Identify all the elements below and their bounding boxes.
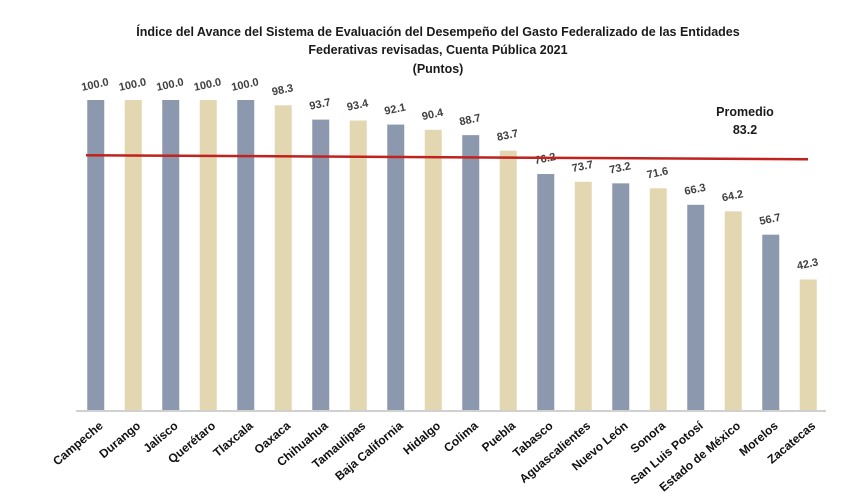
category-label: Hidalgo <box>400 419 443 458</box>
value-label: 98.3 <box>271 82 294 98</box>
bar-queretaro <box>199 100 217 411</box>
value-label: 100.0 <box>193 76 222 93</box>
value-label: 88.7 <box>458 112 481 128</box>
value-label: 66.3 <box>683 182 706 198</box>
bar-estado-de-mexico <box>724 211 742 411</box>
value-label: 71.6 <box>646 165 669 181</box>
value-labels-group: 100.0 100.0 100.0 100.0 100.0 98.3 93.7 93.4 92.… <box>80 76 819 272</box>
bar-colima <box>462 135 480 411</box>
value-label: 92.1 <box>383 102 406 118</box>
bar-puebla <box>499 150 517 411</box>
value-label: 76.2 <box>533 151 556 167</box>
bar-chihuahua <box>312 119 330 411</box>
bar-campeche <box>87 100 105 411</box>
value-label: 100.0 <box>230 76 259 93</box>
value-label: 93.4 <box>346 97 370 113</box>
bar-san-luis-potosi <box>687 204 705 411</box>
value-label: 100.0 <box>155 76 184 93</box>
bar-durango <box>124 100 142 411</box>
value-label: 93.7 <box>308 97 331 113</box>
average-value-label: 83.2 <box>733 123 757 137</box>
chart-title-line-1: Índice del Avance del Sistema de Evaluac… <box>136 24 739 39</box>
bar-baja-california <box>387 124 405 411</box>
value-label: 73.2 <box>608 160 631 176</box>
value-label: 73.7 <box>571 159 594 175</box>
chart-title-line-3: (Puntos) <box>413 62 464 76</box>
bar-tamaulipas <box>349 120 367 411</box>
bars-group <box>87 100 817 412</box>
value-label: 100.0 <box>118 76 147 93</box>
value-label: 64.2 <box>721 188 744 204</box>
category-label: Campeche <box>50 418 106 468</box>
value-label: 42.3 <box>796 256 819 272</box>
category-label: Baja California <box>332 418 406 483</box>
bar-tlaxcala <box>237 100 255 411</box>
category-label: Durango <box>96 419 143 461</box>
average-line <box>85 153 809 161</box>
bar-hidalgo <box>424 129 442 411</box>
category-label: Tlaxcala <box>210 418 256 459</box>
bar-zacatecas <box>799 279 817 411</box>
value-label: 100.0 <box>80 76 109 93</box>
category-labels-group: CampecheDurangoJaliscoQuerétaroTlaxcalaO… <box>50 418 818 494</box>
value-label: 83.7 <box>496 128 519 144</box>
bar-nuevo-leon <box>612 183 630 411</box>
bar-morelos <box>762 234 780 411</box>
bar-tabasco <box>537 174 555 411</box>
value-label: 56.7 <box>758 212 781 228</box>
bar-jalisco <box>162 100 180 411</box>
category-label: Colima <box>441 418 481 455</box>
average-label: Promedio <box>716 105 774 119</box>
bar-aguascalientes <box>574 181 592 411</box>
bar-sonora <box>649 188 667 411</box>
chart-title-line-2: Federativas revisadas, Cuenta Pública 20… <box>308 43 567 57</box>
bar-oaxaca <box>274 105 292 412</box>
value-label: 90.4 <box>421 107 445 123</box>
